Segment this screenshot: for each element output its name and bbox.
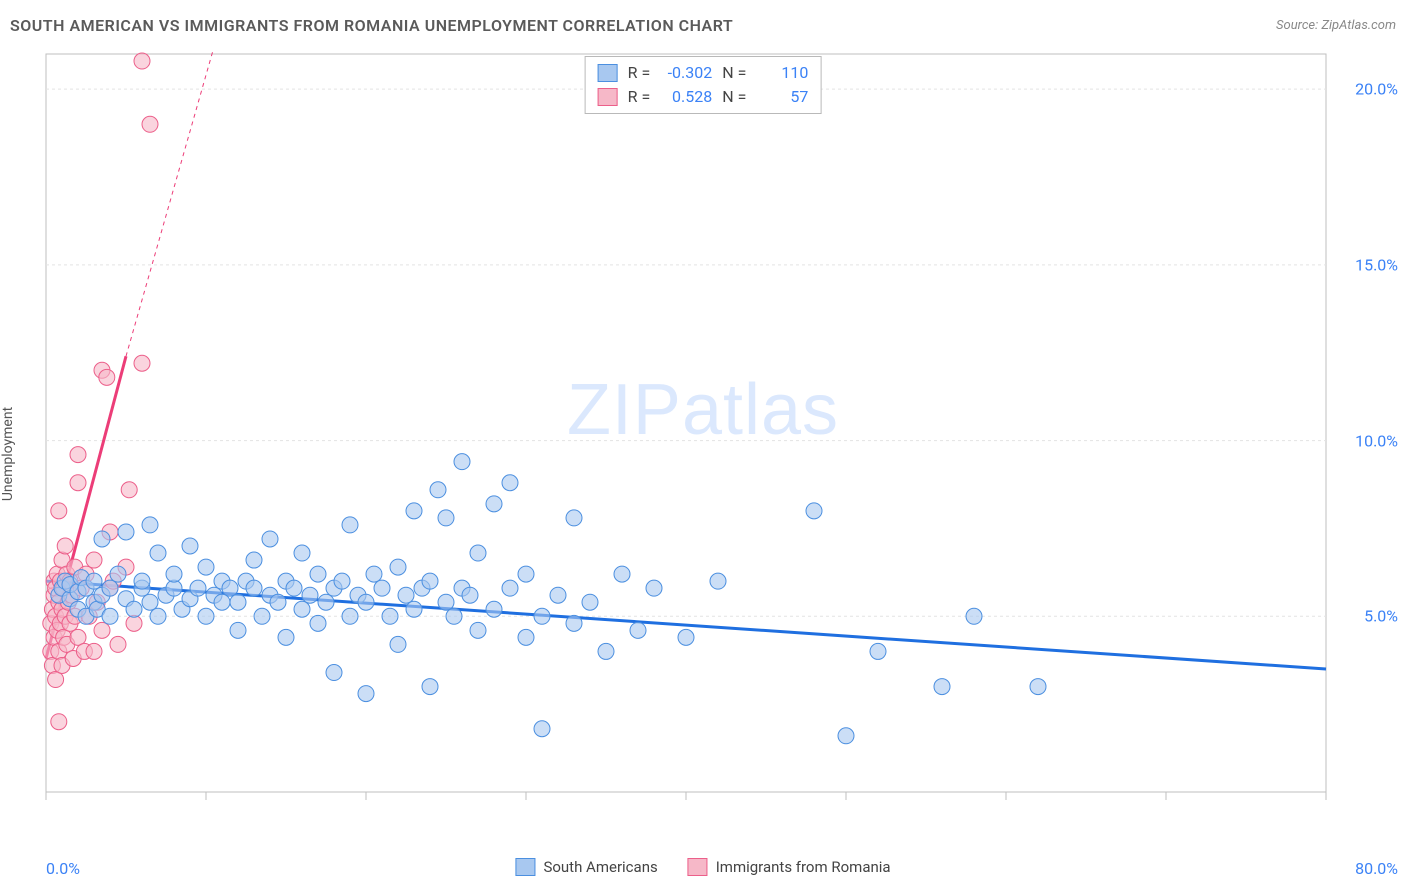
swatch-pink: [688, 858, 708, 876]
y-axis-label: Unemployment: [0, 407, 16, 501]
bottom-legend: South Americans Immigrants from Romania: [515, 858, 890, 876]
swatch-blue: [598, 64, 618, 82]
y-tick-label: 20.0%: [1355, 80, 1398, 99]
scatter-plot: [42, 50, 1396, 840]
x-axis-min-label: 0.0%: [46, 859, 80, 878]
x-axis-max-label: 80.0%: [1355, 859, 1398, 878]
y-tick-label: 10.0%: [1355, 431, 1398, 450]
stats-row-blue: R = -0.302 N = 110: [598, 61, 809, 85]
legend-item-pink: Immigrants from Romania: [688, 858, 891, 876]
y-tick-label: 15.0%: [1355, 255, 1398, 274]
swatch-pink: [598, 88, 618, 106]
source-attribution: Source: ZipAtlas.com: [1276, 18, 1396, 33]
swatch-blue: [515, 858, 535, 876]
legend-item-blue: South Americans: [515, 858, 657, 876]
stats-legend-box: R = -0.302 N = 110 R = 0.528 N = 57: [585, 56, 822, 114]
y-tick-label: 5.0%: [1364, 607, 1398, 626]
legend-label-blue: South Americans: [543, 858, 657, 876]
chart-title: SOUTH AMERICAN VS IMMIGRANTS FROM ROMANI…: [10, 16, 733, 35]
legend-label-pink: Immigrants from Romania: [716, 858, 891, 876]
stats-row-pink: R = 0.528 N = 57: [598, 85, 809, 109]
